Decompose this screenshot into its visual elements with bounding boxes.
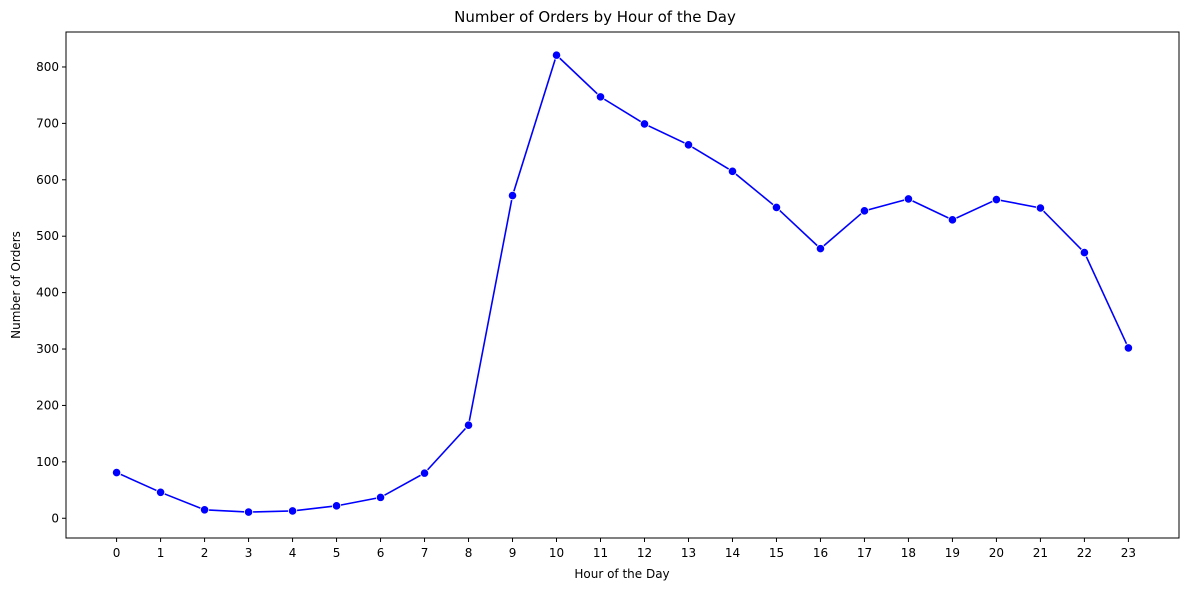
data-point — [815, 244, 826, 254]
y-tick-label: 0 — [51, 511, 59, 525]
data-point — [551, 50, 562, 60]
y-axis-label: Number of Orders — [9, 231, 23, 339]
x-tick-label: 0 — [113, 546, 121, 560]
x-tick-label: 5 — [333, 546, 341, 560]
chart-title: Number of Orders by Hour of the Day — [454, 8, 736, 26]
y-tick-label: 500 — [36, 229, 59, 243]
data-point — [1035, 203, 1046, 213]
data-point — [947, 215, 958, 225]
x-tick-label: 9 — [509, 546, 517, 560]
x-tick-label: 7 — [421, 546, 429, 560]
data-point — [1123, 343, 1134, 353]
plot-area — [65, 31, 1180, 539]
x-tick-label: 8 — [465, 546, 473, 560]
data-point — [727, 166, 738, 176]
data-point — [419, 468, 430, 478]
data-point — [903, 194, 914, 204]
x-tick-label: 19 — [945, 546, 960, 560]
data-point — [683, 140, 694, 150]
data-point — [771, 202, 782, 213]
data-point — [1079, 247, 1090, 258]
data-point — [155, 487, 166, 497]
data-point — [463, 420, 474, 430]
x-tick-label: 18 — [901, 546, 916, 560]
x-tick-label: 16 — [813, 546, 828, 560]
x-tick-label: 12 — [637, 546, 652, 560]
y-axis: 0 100 200 300 400 500 600 700 800 — [36, 60, 66, 525]
x-tick-label: 10 — [549, 546, 564, 560]
data-point — [243, 507, 254, 517]
x-axis: 0 1 2 3 4 5 6 7 8 9 10 11 12 13 14 15 16 17 18 19 20 21 22 23 — [113, 538, 1136, 560]
y-tick-label: 800 — [36, 60, 59, 74]
x-tick-label: 2 — [201, 546, 209, 560]
x-tick-label: 3 — [245, 546, 253, 560]
x-tick-label: 15 — [769, 546, 784, 560]
x-tick-label: 11 — [593, 546, 608, 560]
data-point — [859, 206, 870, 216]
series-line — [116, 53, 1130, 513]
x-tick-label: 13 — [681, 546, 696, 560]
data-point — [375, 492, 386, 502]
y-tick-label: 400 — [36, 286, 59, 300]
x-tick-label: 6 — [377, 546, 385, 560]
data-point — [199, 505, 210, 515]
y-tick-label: 300 — [36, 342, 59, 356]
x-tick-label: 14 — [725, 546, 740, 560]
x-tick-label: 17 — [857, 546, 872, 560]
series-layer — [111, 50, 1134, 517]
data-point — [287, 506, 298, 516]
x-tick-label: 22 — [1077, 546, 1092, 560]
x-tick-label: 1 — [157, 546, 165, 560]
x-tick-label: 4 — [289, 546, 297, 560]
x-axis-label: Hour of the Day — [574, 567, 669, 581]
data-point — [595, 92, 606, 102]
y-tick-label: 200 — [36, 398, 59, 412]
x-tick-label: 20 — [989, 546, 1004, 560]
data-point — [331, 501, 342, 511]
x-tick-label: 23 — [1121, 546, 1136, 560]
y-tick-label: 700 — [36, 116, 59, 130]
data-point — [111, 467, 122, 478]
x-tick-label: 21 — [1033, 546, 1048, 560]
y-tick-label: 600 — [36, 173, 59, 187]
y-tick-label: 100 — [36, 455, 59, 469]
data-point — [639, 119, 650, 129]
data-point — [507, 190, 518, 201]
data-point — [991, 194, 1002, 205]
